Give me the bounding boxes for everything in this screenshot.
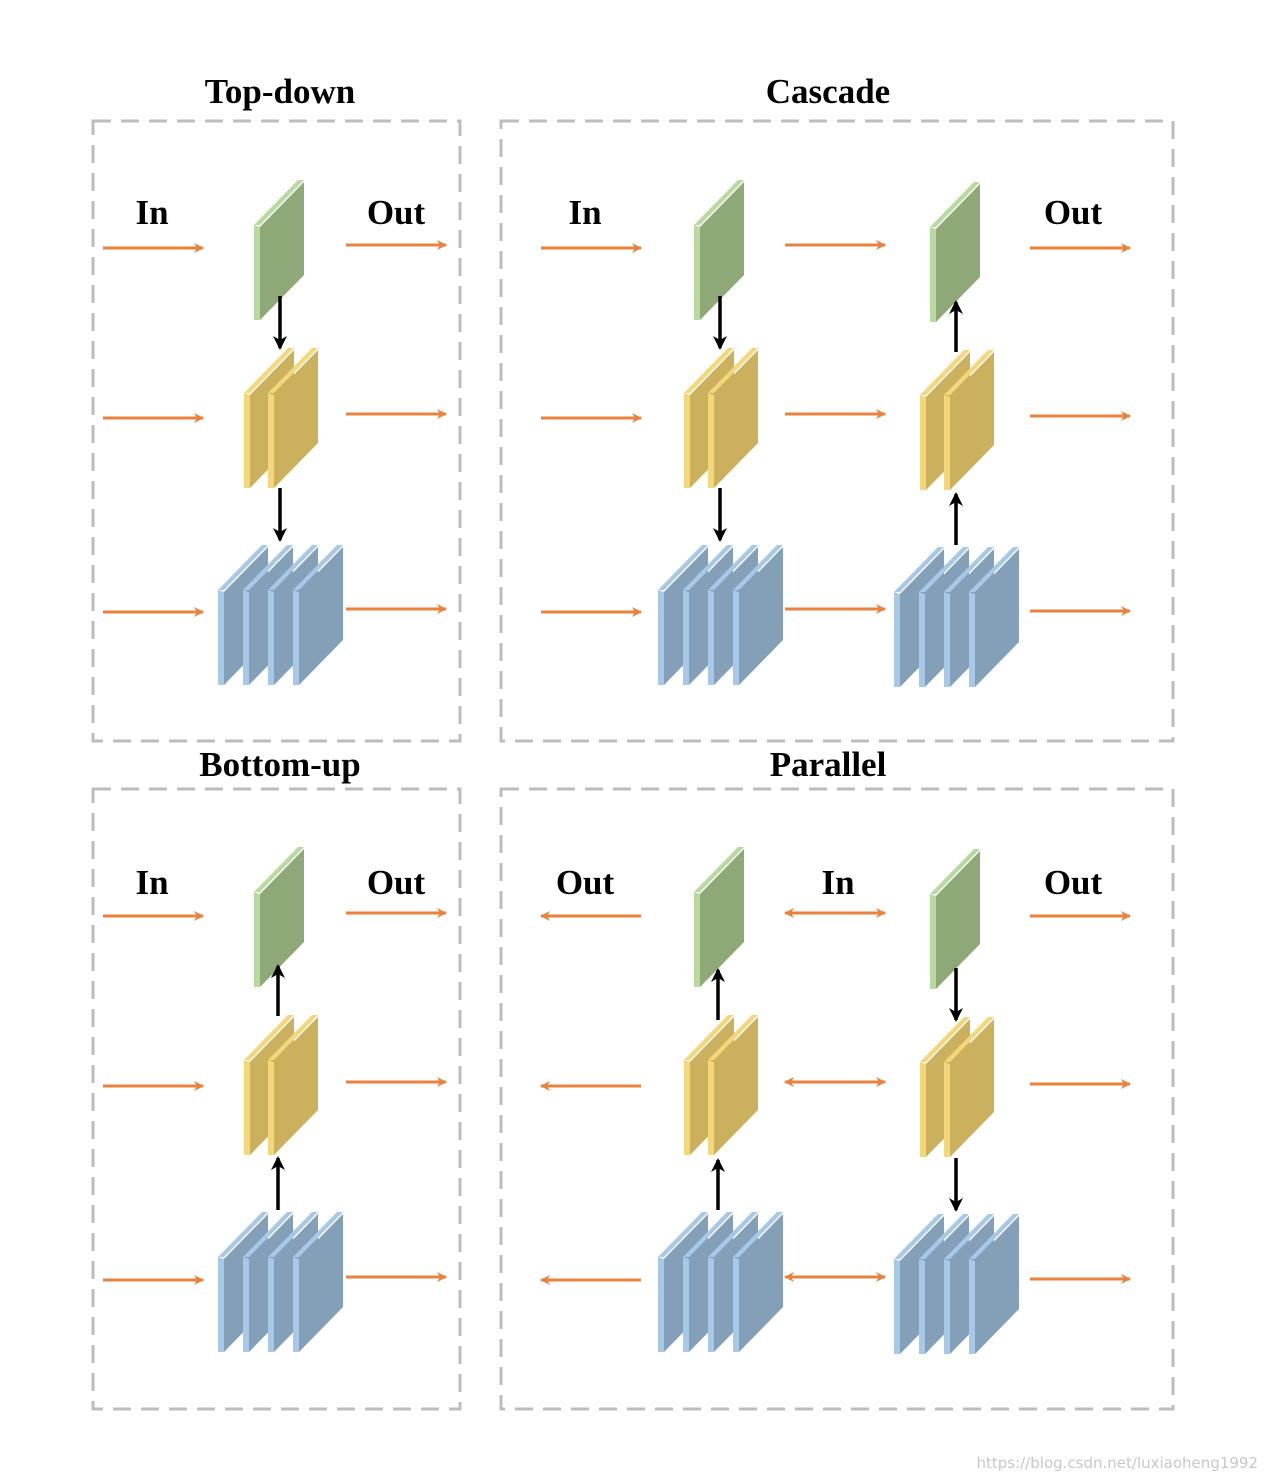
top-down-out-label: Out xyxy=(367,193,426,232)
feature-map-high-level xyxy=(694,847,744,987)
parallel-out-left-label: Out xyxy=(556,863,615,902)
watermark: https://blog.csdn.net/luxiaoheng1992 xyxy=(977,1454,1258,1472)
bottom-up-in-label: In xyxy=(135,863,168,902)
bottom-up-out-label: Out xyxy=(367,863,426,902)
panel-title-parallel: Parallel xyxy=(770,745,887,784)
feature-map-high-level xyxy=(930,182,980,322)
panel-title-cascade: Cascade xyxy=(766,72,890,111)
top-down-in-label: In xyxy=(135,193,168,232)
panel-title-bottom-up: Bottom-up xyxy=(199,745,360,784)
cascade-in-label: In xyxy=(568,193,601,232)
parallel-out-right-label: Out xyxy=(1044,863,1103,902)
parallel-in-label: In xyxy=(821,863,854,902)
cascade-out-label: Out xyxy=(1044,193,1103,232)
panel-title-top-down: Top-down xyxy=(205,72,355,111)
